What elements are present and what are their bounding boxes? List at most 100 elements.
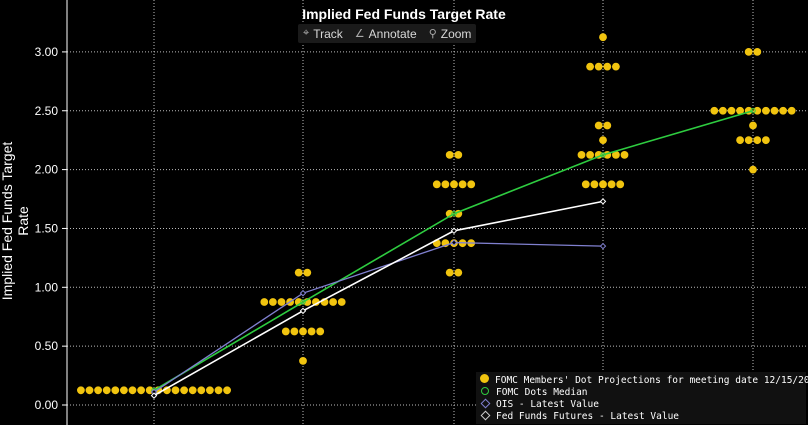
legend-item-median: FOMC Dots Median [480, 386, 802, 398]
fomc-dot [603, 62, 612, 71]
fomc-dot [94, 386, 102, 395]
fomc-dot [85, 386, 94, 395]
yellow-dot-icon [480, 374, 489, 383]
fomc-dot [171, 386, 180, 395]
fomc-dot [458, 180, 467, 189]
fomc-dot [586, 150, 594, 159]
y-tick-label: 2.00 [35, 163, 59, 177]
series-point-median [451, 211, 457, 217]
series-point-futures [599, 198, 607, 205]
fomc-dot [445, 268, 454, 277]
series-point-median [600, 152, 606, 158]
fomc-dot [329, 298, 337, 306]
fomc-dot [779, 106, 787, 115]
series-point-median [750, 108, 756, 114]
fomc-dot [599, 136, 607, 145]
fomc-dot [762, 136, 770, 145]
fomc-dot [307, 327, 316, 336]
series-line-futures [153, 200, 604, 397]
fomc-dot [762, 106, 770, 115]
series-point-futures [450, 227, 458, 235]
fomc-dot [467, 180, 476, 189]
fomc-dot [744, 48, 753, 56]
fomc-dot [294, 268, 303, 277]
fomc-dot [594, 121, 603, 130]
white-diamond-icon [480, 410, 490, 420]
fomc-dot [594, 62, 603, 71]
fomc-dot [719, 106, 727, 115]
fomc-dot [787, 106, 796, 115]
fomc-dot [590, 180, 599, 189]
fomc-dot [607, 180, 616, 189]
chart-toolbar: ⌖ Track ∠ Annotate ⚲ Zoom [298, 24, 477, 43]
fomc-dot [727, 106, 736, 115]
fomc-dot [710, 106, 719, 115]
chart-marks [77, 33, 796, 399]
fomc-dot [753, 48, 762, 56]
fomc-dot [753, 106, 762, 115]
series-line-ois [153, 241, 604, 393]
fomc-dot [753, 136, 762, 145]
fomc-dot [312, 298, 320, 306]
legend-label-ois: OIS - Latest Value [496, 398, 599, 410]
legend-item-futures: Fed Funds Futures - Latest Value [480, 410, 802, 422]
fomc-dot [612, 150, 620, 159]
fomc-dot [316, 327, 325, 336]
zoom-label: Zoom [440, 26, 472, 41]
legend-label-dots: FOMC Members' Dot Projections for meetin… [495, 374, 808, 386]
fomc-dot [441, 180, 450, 189]
fomc-dot [586, 62, 594, 71]
pencil-icon: ∠ [354, 28, 365, 40]
y-axis-label: Implied Fed Funds Target Rate [0, 141, 31, 301]
fomc-dot [260, 298, 269, 306]
y-axis: 0.00 0.50 1.00 1.50 2.00 2.50 3.00 [35, 0, 68, 425]
track-button[interactable]: ⌖ Track [298, 24, 348, 43]
series-line-median [153, 109, 754, 391]
fomc-dot [214, 386, 223, 395]
annotate-label: Annotate [368, 26, 417, 41]
fomc-dot [454, 268, 463, 277]
legend-label-futures: Fed Funds Futures - Latest Value [496, 410, 680, 422]
fomc-dot [290, 327, 299, 336]
series-point-futures [150, 392, 158, 399]
y-tick-label: 2.50 [35, 104, 59, 118]
fomc-dot [736, 136, 744, 145]
fomc-dot [299, 356, 307, 365]
fomc-dot [616, 180, 625, 189]
series-point-ois [450, 239, 458, 246]
fomc-dot [188, 386, 197, 395]
y-tick-label: 0.50 [35, 339, 59, 353]
fomc-dot [223, 386, 232, 395]
fomc-dot [299, 327, 307, 336]
fomc-dot [163, 386, 171, 395]
fomc-dot [577, 150, 586, 159]
fomc-dot [599, 33, 607, 42]
annotate-button[interactable]: ∠ Annotate [350, 24, 422, 43]
legend-item-dots: FOMC Members' Dot Projections for meetin… [480, 374, 808, 386]
fomc-dot [603, 121, 612, 130]
fomc-dot [599, 180, 607, 189]
fomc-dot [736, 106, 744, 115]
fomc-dot [281, 327, 290, 336]
fomc-dot [111, 386, 120, 395]
green-circle-icon [481, 386, 489, 395]
legend-item-ois: OIS - Latest Value [480, 398, 802, 410]
crosshair-icon: ⌖ [303, 27, 310, 39]
fomc-dot [445, 150, 454, 159]
fomc-dot [277, 298, 286, 306]
series-point-ois [150, 388, 158, 396]
fomc-dot [337, 298, 346, 306]
fomc-dot [620, 150, 629, 159]
series-point-futures [299, 307, 307, 315]
fomc-dot [770, 106, 779, 115]
fomc-dot [749, 121, 757, 130]
magnifier-icon: ⚲ [428, 28, 437, 40]
fomc-dot [197, 386, 206, 395]
fomc-dot [180, 386, 189, 395]
fomc-dot [128, 386, 137, 395]
fomc-dot [269, 298, 277, 306]
zoom-button[interactable]: ⚲ Zoom [424, 24, 477, 43]
y-tick-label: 3.00 [35, 45, 59, 59]
fomc-dot [206, 386, 214, 395]
